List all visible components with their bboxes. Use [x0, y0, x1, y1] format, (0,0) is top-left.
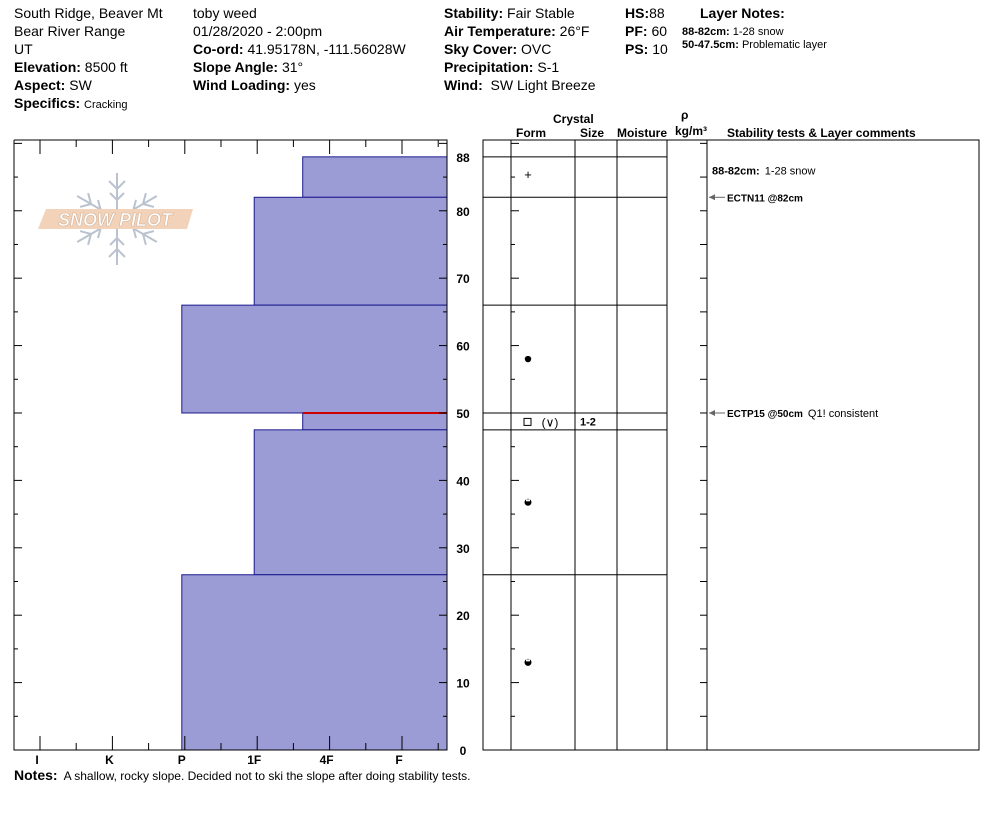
- hardness-bar: [302, 412, 448, 431]
- faceted-crystals-icon: [523, 417, 532, 426]
- melt-freeze-highlight: [526, 499, 530, 502]
- comment-text: 1-28 snow: [765, 165, 816, 177]
- header-moisture: Moisture: [617, 126, 668, 140]
- hardness-tick-label: F: [395, 753, 402, 767]
- hardness-bar: [253, 429, 448, 576]
- comment-bold: ECTP15 @50cm: [727, 409, 803, 420]
- comment-bold: ECTN11 @82cm: [727, 193, 803, 204]
- ps: PS: 10: [625, 41, 668, 57]
- air-temp: Air Temperature: 26°F: [444, 23, 590, 39]
- rounded-grains-icon: [524, 355, 532, 363]
- melt-freeze-crust-icon: [524, 658, 532, 666]
- crystal-size: 1-2: [580, 416, 596, 428]
- depth-tick-label: 88: [456, 151, 470, 165]
- hardness-bar: [181, 304, 448, 414]
- arrow-icon: [709, 409, 715, 416]
- hs: HS:88: [625, 5, 665, 21]
- elevation: Elevation: 8500 ft: [14, 59, 128, 75]
- notes: Notes: A shallow, rocky slope. Decided n…: [14, 767, 471, 783]
- hardness-tick-label: I: [35, 753, 38, 767]
- range: Bear River Range: [14, 23, 126, 39]
- pf: PF: 60: [625, 23, 668, 39]
- hardness-tick-label: P: [178, 753, 186, 767]
- arrow-icon: [709, 194, 715, 201]
- layer-comment: ECTN11 @82cm: [727, 193, 803, 204]
- aspect: Aspect: SW: [14, 77, 92, 93]
- specifics: Specifics: Cracking: [14, 95, 128, 111]
- comment-bold: 88-82cm:: [712, 165, 760, 177]
- hardness-tick-label: K: [105, 753, 114, 767]
- wind-loading: Wind Loading: yes: [193, 77, 316, 93]
- observer: toby weed: [193, 5, 257, 21]
- precipitation: Precipitation: S-1: [444, 59, 560, 75]
- header-size: Size: [580, 126, 605, 140]
- depth-tick-label: 30: [456, 542, 470, 556]
- sky-cover: Sky Cover: OVC: [444, 41, 552, 57]
- hardness-tick-label: 4F: [320, 753, 334, 767]
- layer-notes-title: Layer Notes:: [700, 5, 785, 21]
- melt-freeze-crust-icon: [524, 498, 532, 506]
- layer-table-frame: [482, 139, 980, 751]
- layer-comment: 88-82cm: 1-28 snow: [712, 165, 816, 177]
- hardness-bar: [302, 156, 448, 198]
- melt-freeze-highlight: [526, 659, 530, 662]
- state: UT: [14, 41, 33, 57]
- hardness-bar: [181, 574, 448, 751]
- header-density: kg/m³: [675, 124, 708, 138]
- location: South Ridge, Beaver Mt: [14, 5, 163, 21]
- coord: Co-ord: 41.95178N, -111.56028W: [193, 41, 406, 57]
- hardness-tick-label: 1F: [247, 753, 261, 767]
- depth-tick-label: 10: [456, 677, 470, 691]
- layer-note: 88-82cm: 1-28 snow: [682, 26, 784, 38]
- header-rho: ρ: [681, 108, 689, 122]
- depth-tick-label: 50: [456, 407, 470, 421]
- depth-tick-label: 20: [456, 609, 470, 623]
- depth-tick-label: 0: [460, 744, 467, 758]
- header-comments: Stability tests & Layer comments: [727, 126, 916, 140]
- depth-tick-label: 60: [456, 340, 470, 354]
- header-crystal: Crystal: [553, 112, 594, 126]
- hardness-bar: [253, 196, 448, 306]
- comment-text: Q1! consistent: [808, 408, 878, 420]
- depth-tick-label: 40: [456, 474, 470, 488]
- depth-tick-label: 70: [456, 272, 470, 286]
- datetime: 01/28/2020 - 2:00pm: [193, 23, 323, 39]
- depth-tick-label: 80: [456, 205, 470, 219]
- layer-comment: ECTP15 @50cm Q1! consistent: [727, 408, 878, 420]
- precipitation-particles-icon: +: [524, 167, 532, 182]
- layer-note: 50-47.5cm: Problematic layer: [682, 39, 827, 51]
- slope-angle: Slope Angle: 31°: [193, 59, 304, 75]
- wind: Wind: SW Light Breeze: [444, 77, 596, 93]
- svg-text:SNOW PILOT: SNOW PILOT: [58, 210, 174, 230]
- header-form: Form: [516, 126, 546, 140]
- depth-hoar-icon: (∨): [542, 415, 559, 429]
- stability: Stability: Fair Stable: [444, 5, 575, 21]
- snowpilot-logo: SNOW PILOT: [38, 173, 193, 266]
